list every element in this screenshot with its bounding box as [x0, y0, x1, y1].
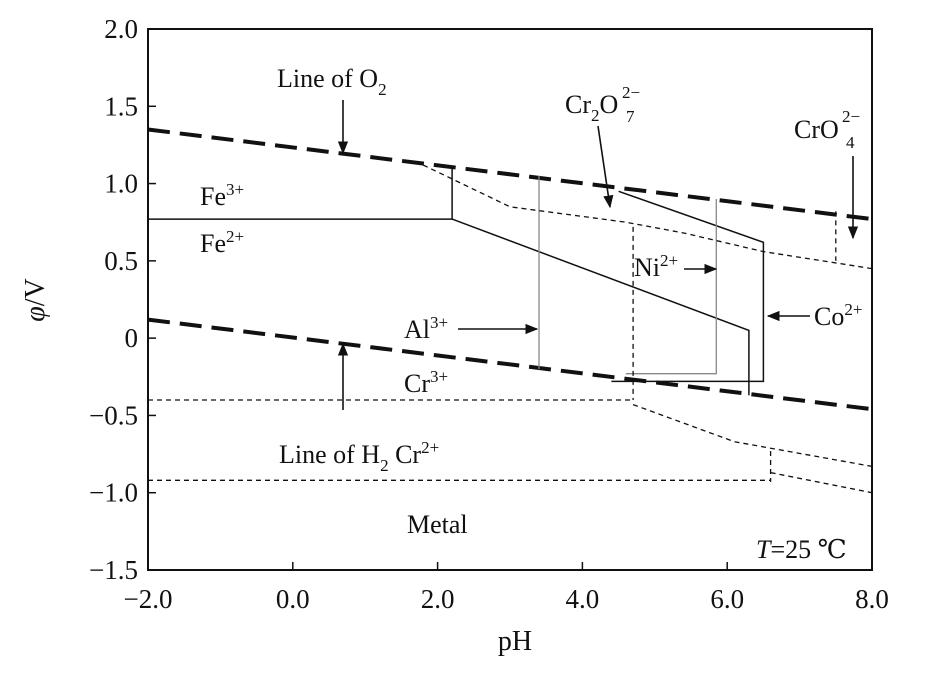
svg-text:φ/V: φ/V: [20, 278, 51, 322]
y-tick-label: 0: [125, 323, 139, 353]
x-tick-label: 2.0: [421, 584, 455, 614]
plot-frame: [147, 28, 873, 571]
x-tick-label: 8.0: [855, 584, 889, 614]
label-cr3: Cr3+: [404, 367, 448, 398]
label-temperature: T=25 ℃: [756, 535, 847, 564]
label-cr2o7-sup: 2−: [622, 83, 640, 102]
y-tick-label: 1.0: [104, 169, 138, 199]
label-cro4-sup: 2−: [842, 107, 860, 126]
y-tick-label: 0.5: [104, 246, 138, 276]
y-axis-unit: /V: [20, 278, 51, 306]
y-tick-label: −0.5: [89, 400, 138, 430]
label-cr2o7-sub2: 7: [626, 107, 635, 126]
y-axis-symbol: φ: [20, 306, 51, 322]
series-line-14: [770, 471, 873, 494]
label-metal: Metal: [407, 510, 468, 539]
y-tick-label: 2.0: [104, 14, 138, 44]
series-line-2: [147, 317, 873, 412]
x-tick-label: 6.0: [710, 584, 744, 614]
series-line-4: [451, 218, 750, 396]
label-cro4-sub: 4: [846, 133, 855, 152]
label-ni2: Ni2+: [634, 251, 678, 282]
label-cr2o7: Cr2O: [565, 90, 618, 125]
series-line-1: [147, 127, 873, 222]
label-fe3: Fe3+: [200, 180, 244, 211]
series-line-8: [422, 164, 873, 270]
series-line-7: [625, 199, 717, 375]
label-cro4: CrO: [794, 115, 839, 144]
x-tick-label: 0.0: [276, 584, 310, 614]
series-line-5: [611, 190, 765, 383]
arrow-cr2o7: [597, 125, 614, 209]
label-line-o2: Line of O2: [277, 64, 387, 99]
y-tick-label: 1.5: [104, 91, 138, 121]
x-axis-title: pH: [498, 626, 532, 657]
series-line-3: [148, 168, 453, 220]
y-axis-title: φ/V: [20, 278, 51, 322]
ticks-layer: −2.0 0.0 2.0 4.0 6.0 8.0 2.0 1.5 1.0 0.5 0 −0.5 −1.0…: [89, 14, 889, 614]
y-tick-label: −1.5: [89, 555, 138, 585]
label-fe2: Fe2+: [200, 227, 244, 258]
series-line-11: [632, 403, 873, 468]
y-tick-label: −1.0: [89, 478, 138, 508]
series-layer: [147, 127, 873, 494]
label-al3: Al3+: [404, 313, 448, 344]
x-tick-label: −2.0: [124, 584, 173, 614]
x-tick-label: 4.0: [566, 584, 600, 614]
label-line-h2: Line of H2 Cr2+: [279, 438, 439, 475]
label-co2: Co2+: [814, 300, 862, 331]
